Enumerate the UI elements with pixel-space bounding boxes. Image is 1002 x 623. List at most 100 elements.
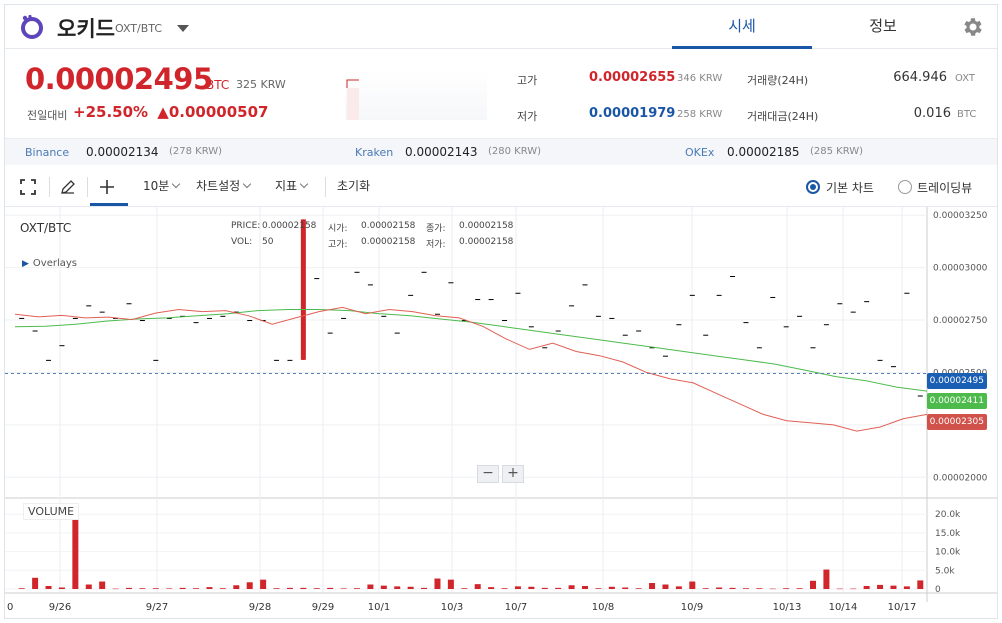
high-price: 0.00002655 (589, 70, 676, 85)
exchange-prices-bar: Binance 0.00002134 (278 KRW) Kraken 0.00… (5, 138, 997, 165)
exchange-name-okex[interactable]: OKEx (685, 146, 715, 159)
overlays-toggle[interactable]: ▶ Overlays (22, 258, 77, 269)
zoom-in-button[interactable]: + (502, 465, 524, 483)
coin-name: 오키드 (57, 17, 115, 41)
crosshair-active-indicator (90, 203, 128, 206)
volume-bar (152, 588, 159, 589)
exchange-price-kraken: 0.00002143 (405, 145, 478, 159)
candle-body (622, 334, 628, 336)
tradingview-label[interactable]: 트레이딩뷰 (917, 181, 973, 195)
candle-body (528, 326, 534, 328)
candle-body (367, 284, 373, 286)
volume-bar (219, 588, 226, 589)
volume-bar (99, 581, 106, 589)
volume-tick-label: 15.0k (935, 529, 961, 539)
candle-body (19, 317, 25, 319)
volume-bar (421, 587, 428, 589)
last-price-tag: 0.00002495 (927, 373, 987, 389)
pencil-icon[interactable] (59, 178, 77, 196)
volume-bar (850, 588, 857, 590)
amount-unit: BTC (957, 109, 977, 120)
triangle-right-icon: ▶ (22, 259, 29, 269)
ohlc-close-label: 종가: (426, 224, 446, 234)
volume-bar (501, 588, 508, 589)
toolbar-divider (325, 177, 326, 197)
ma-long-tag: 0.00002411 (927, 393, 987, 409)
candle-body (421, 271, 427, 273)
price-chart[interactable]: 0.000032500.000030000.000027500.00002500… (5, 207, 998, 619)
volume-bar (877, 584, 884, 589)
candle-body (220, 315, 226, 317)
candle-body (46, 359, 52, 361)
indicators-dropdown[interactable]: 지표 (275, 177, 309, 194)
volume-bar (45, 586, 52, 589)
volume-bar (836, 588, 843, 590)
ohlc-vol-label: VOL: (231, 237, 253, 247)
candle-body (823, 324, 829, 326)
volume-bar (488, 587, 495, 589)
date-tick-label: 9/26 (49, 602, 71, 613)
interval-dropdown[interactable]: 10분 (143, 177, 181, 194)
volume-bar (407, 586, 414, 589)
volume-bar (394, 586, 401, 589)
candle-body (783, 326, 789, 328)
basic-chart-label[interactable]: 기본 차트 (826, 181, 874, 195)
candle-body (595, 315, 601, 317)
volume-bar (246, 582, 253, 589)
candle-body (32, 330, 38, 332)
crosshair-icon[interactable] (98, 178, 116, 196)
exchange-window: 오키드 OXT/BTC 시세 정보 0.00002495 BTC 325 KRW… (4, 4, 998, 619)
change-values: +25.50% ▲0.00000507 (73, 103, 268, 121)
candle-body (139, 320, 145, 322)
candle-body (126, 303, 132, 305)
chart-settings-label: 차트설정 (196, 179, 241, 193)
basic-chart-radio[interactable] (806, 180, 820, 194)
volume-bar (662, 584, 669, 589)
gear-icon[interactable] (960, 15, 984, 39)
candle-body (730, 275, 736, 277)
reset-button[interactable]: 초기화 (337, 179, 371, 193)
exchange-price-okex: 0.00002185 (727, 145, 800, 159)
chart-settings-dropdown[interactable]: 차트설정 (196, 177, 252, 194)
ohlc-price-value: 0.00002158 (262, 221, 317, 231)
candle-body (756, 347, 762, 349)
candle-body (448, 282, 454, 284)
volume-bar (206, 587, 213, 589)
current-price: 0.00002495 (25, 62, 213, 96)
volume-bar (72, 504, 79, 589)
candle-body (166, 317, 172, 319)
candlestick-chart-svg[interactable]: 0.000032500.000030000.000027500.00002500… (5, 207, 998, 619)
date-tick-label: 9/29 (312, 602, 334, 613)
volume-bar (514, 586, 521, 589)
exchange-name-kraken[interactable]: Kraken (355, 146, 394, 159)
volume-bar (380, 585, 387, 589)
coin-dropdown-caret-icon[interactable] (177, 25, 189, 32)
volume-tick-label: 20.0k (935, 510, 961, 520)
tab-info[interactable]: 정보 (869, 17, 897, 35)
ohlc-close-value: 0.00002158 (459, 221, 514, 231)
fullscreen-icon[interactable] (19, 178, 37, 196)
volume-bar (769, 588, 776, 590)
volume-bar (300, 587, 307, 589)
price-tick-label: 0.00003250 (933, 211, 988, 221)
candle-body (743, 322, 749, 324)
exchange-name-binance[interactable]: Binance (25, 146, 70, 159)
chevron-down-icon (299, 179, 309, 189)
volume-label: 거래량(24H) (747, 74, 809, 87)
ohlc-low-value: 0.00002158 (459, 237, 514, 247)
candle-body (569, 305, 575, 307)
ohlc-open-value: 0.00002158 (361, 221, 416, 231)
date-tick-label: 10/13 (773, 602, 802, 613)
volume-bar (179, 587, 186, 589)
candle-body (72, 317, 78, 319)
tab-price[interactable]: 시세 (672, 5, 812, 49)
zoom-out-button[interactable]: − (477, 465, 499, 483)
candle-body (877, 359, 883, 361)
ohlc-price-label: PRICE: (231, 221, 261, 231)
chevron-down-icon (172, 179, 181, 189)
exchange-krw-okex: (285 KRW) (810, 146, 864, 157)
candle-body (408, 294, 414, 296)
tradingview-radio[interactable] (898, 180, 912, 194)
candle-body (502, 320, 508, 322)
volume-bar (367, 584, 374, 589)
